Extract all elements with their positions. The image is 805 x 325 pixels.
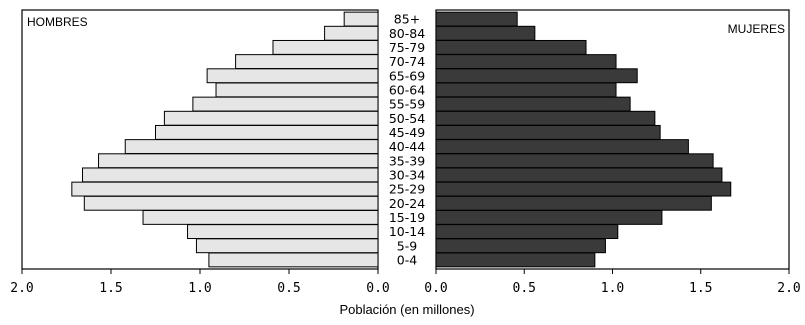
bar-mujeres-80-84 [435,25,536,41]
bar-mujeres-45-49 [435,124,661,140]
bar-hombres-85+ [343,11,379,27]
age-label-75-79: 75-79 [389,40,425,55]
x-axis-title: Población (en millones) [339,302,474,317]
bar-mujeres-60-64 [435,82,617,98]
bar-mujeres-30-34 [435,167,723,183]
legend-hombres: HOMBRES [27,15,88,29]
x-tick-label-right-1: 0.5 [513,281,536,296]
bar-mujeres-0-4 [435,252,596,268]
bar-mujeres-10-14 [435,224,619,240]
age-label-10-14: 10-14 [389,224,425,239]
bar-hombres-5-9 [195,238,379,254]
age-label-40-44: 40-44 [389,139,425,154]
age-label-15-19: 15-19 [389,210,425,225]
bars-mujeres [435,11,732,268]
x-tick-label-left-4: 0.0 [366,281,389,296]
age-label-0-4: 0-4 [397,252,417,267]
age-label-25-29: 25-29 [389,182,425,197]
age-label-85+: 85+ [394,12,420,27]
x-ticks-left: 2.0 1.5 1.0 0.5 0.0 [10,269,390,296]
bar-hombres-45-49 [155,124,379,140]
bar-mujeres-5-9 [435,238,606,254]
bar-mujeres-85+ [435,11,518,27]
age-label-5-9: 5-9 [397,238,417,253]
bar-mujeres-70-74 [435,54,617,70]
age-label-60-64: 60-64 [389,82,425,97]
age-label-70-74: 70-74 [389,54,425,69]
bar-hombres-20-24 [83,195,379,211]
bar-hombres-15-19 [142,209,379,225]
x-ticks-right: 0.0 0.5 1.0 1.5 2.0 [424,269,801,296]
x-tick-label-left-1: 1.5 [99,281,122,296]
x-tick-label-left-3: 0.5 [277,281,300,296]
legend-mujeres: MUJERES [728,22,785,36]
x-tick-label-right-0: 0.0 [424,281,447,296]
bar-hombres-60-64 [215,82,379,98]
age-label-30-34: 30-34 [389,167,425,182]
age-label-35-39: 35-39 [389,153,425,168]
bar-hombres-55-59 [192,96,379,112]
x-tick-label-left-2: 1.0 [188,281,211,296]
age-label-45-49: 45-49 [389,125,425,140]
age-label-20-24: 20-24 [389,196,425,211]
age-labels: 0-45-910-1415-1920-2425-2930-3435-3940-4… [389,12,425,268]
bar-hombres-80-84 [324,25,379,41]
x-tick-label-right-4: 2.0 [777,281,800,296]
bar-mujeres-35-39 [435,153,714,169]
x-tick-label-right-2: 1.0 [601,281,624,296]
bar-hombres-75-79 [272,39,379,55]
bar-mujeres-15-19 [435,209,663,225]
bar-mujeres-50-54 [435,110,656,126]
bar-hombres-0-4 [208,252,379,268]
bar-hombres-40-44 [124,139,379,155]
bar-hombres-30-34 [82,167,379,183]
age-label-65-69: 65-69 [389,68,425,83]
bar-hombres-70-74 [235,54,379,70]
age-label-80-84: 80-84 [389,26,425,41]
bar-mujeres-65-69 [435,68,638,84]
age-label-55-59: 55-59 [389,97,425,112]
bar-hombres-35-39 [98,153,379,169]
age-label-50-54: 50-54 [389,111,425,126]
bar-hombres-65-69 [206,68,379,84]
x-tick-label-right-3: 1.5 [689,281,712,296]
x-tick-label-left-0: 2.0 [10,281,33,296]
bar-mujeres-25-29 [435,181,732,197]
bar-mujeres-20-24 [435,195,712,211]
bar-hombres-10-14 [187,224,379,240]
bar-hombres-25-29 [71,181,379,197]
bars-hombres [71,11,379,268]
bar-mujeres-75-79 [435,39,587,55]
bar-mujeres-40-44 [435,139,689,155]
bar-mujeres-55-59 [435,96,631,112]
bar-hombres-50-54 [163,110,379,126]
